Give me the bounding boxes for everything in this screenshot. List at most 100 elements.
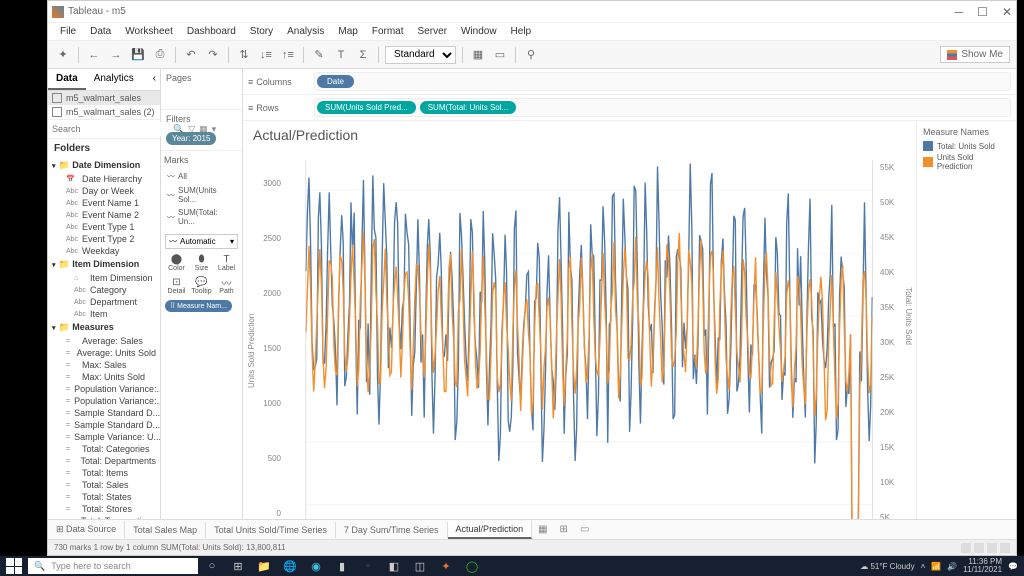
edge-icon[interactable]: ◉ — [308, 558, 324, 574]
tree-item[interactable]: AbcEvent Type 2 — [48, 233, 160, 245]
new-story-icon[interactable]: ▭ — [574, 521, 595, 538]
sort-asc-button[interactable]: ↓≡ — [257, 46, 275, 64]
tree-item[interactable]: =Sample Standard D... — [48, 419, 160, 431]
mark-layer[interactable]: 〰SUM(Units Sol... — [164, 184, 239, 206]
tree-item[interactable]: AbcEvent Type 1 — [48, 221, 160, 233]
menu-analysis[interactable]: Analysis — [281, 24, 330, 39]
new-worksheet-icon[interactable]: ▦ — [532, 521, 553, 538]
new-dashboard-icon[interactable]: ⊞ — [554, 521, 574, 538]
row-pill[interactable]: SUM(Total: Units Sol... — [420, 101, 516, 114]
row-pill[interactable]: SUM(Units Sold Pred... — [317, 101, 416, 114]
legend-item[interactable]: Total: Units Sold — [923, 141, 1010, 151]
chrome-icon[interactable]: 🌐 — [282, 558, 298, 574]
worksheet-title[interactable]: Actual/Prediction — [243, 121, 916, 149]
tree-item[interactable]: AbcDepartment — [48, 296, 160, 308]
cortana-icon[interactable]: ○ — [204, 558, 220, 574]
back-button[interactable]: ← — [85, 46, 103, 64]
mark-layer[interactable]: 〰All — [164, 169, 239, 184]
tree-item[interactable]: AbcWeekday — [48, 245, 160, 257]
new-datasource-button[interactable]: ⎙ — [151, 46, 169, 64]
filter-pill[interactable]: Year: 2015 — [166, 132, 216, 145]
search-input[interactable] — [50, 122, 171, 136]
datasource-item[interactable]: m5_walmart_sales (2) — [48, 105, 160, 119]
menu-help[interactable]: Help — [505, 24, 538, 39]
sheet-tab[interactable]: 7 Day Sum/Time Series — [336, 522, 448, 538]
redo-button[interactable]: ↷ — [204, 46, 222, 64]
sheet-tab[interactable]: Total Sales Map — [125, 522, 206, 538]
tree-group[interactable]: ▾ 📁 Date Dimension — [48, 158, 160, 173]
mark-type-select[interactable]: 〰Automatic▾ — [165, 234, 238, 249]
group-button[interactable]: T — [332, 46, 350, 64]
tableau-taskbar-icon[interactable]: ✦ — [438, 558, 454, 574]
tree-group[interactable]: ▾ 📁 Item Dimension — [48, 257, 160, 272]
save-button[interactable]: 💾 — [129, 46, 147, 64]
tab-datasource[interactable]: ⊞ Data Source — [48, 521, 125, 538]
cards-button[interactable]: ▦ — [469, 46, 487, 64]
menu-format[interactable]: Format — [366, 24, 410, 39]
taskview-icon[interactable]: ⊞ — [230, 558, 246, 574]
app1-icon[interactable]: ◧ — [386, 558, 402, 574]
menu-dashboard[interactable]: Dashboard — [181, 24, 242, 39]
close-button[interactable]: ✕ — [1002, 5, 1012, 19]
terminal-icon[interactable]: ▮ — [334, 558, 350, 574]
tree-item[interactable]: AbcCategory — [48, 284, 160, 296]
sort-desc-button[interactable]: ↑≡ — [279, 46, 297, 64]
menu-server[interactable]: Server — [412, 24, 453, 39]
menu-worksheet[interactable]: Worksheet — [119, 24, 179, 39]
pages-shelf[interactable]: Pages — [166, 73, 237, 83]
tree-item[interactable]: AbcItem — [48, 308, 160, 320]
mark-detail[interactable]: ⊡Detail — [165, 276, 188, 295]
tree-item[interactable]: =Population Variance:... — [48, 395, 160, 407]
tray-network-icon[interactable]: 📶 — [931, 562, 941, 571]
clock-date[interactable]: 11/11/2021 — [963, 566, 1002, 574]
tab-analytics[interactable]: Analytics — [86, 69, 142, 90]
tree-item[interactable]: AbcDay or Week — [48, 185, 160, 197]
forward-button[interactable]: → — [107, 46, 125, 64]
tree-item[interactable]: AbcEvent Name 2 — [48, 209, 160, 221]
swap-button[interactable]: ⇅ — [235, 46, 253, 64]
measure-names-pill[interactable]: ⠿Measure Nam... — [165, 300, 232, 312]
sheet-tab[interactable]: Total Units Sold/Time Series — [206, 522, 336, 538]
presentation-button[interactable]: ▭ — [491, 46, 509, 64]
excel-icon[interactable]: ▫ — [360, 558, 376, 574]
menu-map[interactable]: Map — [332, 24, 363, 39]
menu-file[interactable]: File — [54, 24, 82, 39]
menu-story[interactable]: Story — [244, 24, 279, 39]
tree-item[interactable]: =Population Variance:... — [48, 383, 160, 395]
tree-item[interactable]: 📅Date Hierarchy — [48, 173, 160, 185]
mark-layer[interactable]: 〰SUM(Total: Un... — [164, 206, 239, 228]
chart[interactable]: Units Sold Prediction 300025002000150010… — [243, 149, 916, 519]
tree-item[interactable]: =Total: Stores — [48, 503, 160, 515]
menu-window[interactable]: Window — [455, 24, 503, 39]
totals-button[interactable]: Σ — [354, 46, 372, 64]
tree-item[interactable]: =Total: Departments — [48, 455, 160, 467]
undo-button[interactable]: ↶ — [182, 46, 200, 64]
tray-chevron-icon[interactable]: ˄ — [921, 562, 926, 571]
fit-select[interactable]: Standard — [385, 46, 456, 64]
app2-icon[interactable]: ◫ — [412, 558, 428, 574]
tree-item[interactable]: AbcEvent Name 1 — [48, 197, 160, 209]
tree-item[interactable]: =Average: Sales — [48, 335, 160, 347]
menu-data[interactable]: Data — [84, 24, 117, 39]
minimize-button[interactable]: ─ — [955, 5, 964, 19]
notifications-icon[interactable]: 💬 — [1008, 562, 1018, 571]
showme-button[interactable]: Show Me — [940, 46, 1010, 63]
filters-shelf[interactable]: Filters — [166, 114, 237, 124]
tab-data[interactable]: Data — [48, 69, 86, 90]
anaconda-icon[interactable]: ◯ — [464, 558, 480, 574]
share-button[interactable]: ⚲ — [522, 46, 540, 64]
tableau-icon[interactable]: ✦ — [54, 46, 72, 64]
tree-item[interactable]: =Max: Units Sold — [48, 371, 160, 383]
rows-shelf[interactable]: SUM(Units Sold Pred... SUM(Total: Units S… — [314, 98, 1011, 117]
columns-shelf[interactable]: Date — [314, 72, 1011, 91]
mark-label[interactable]: TLabel — [215, 253, 238, 272]
tray-volume-icon[interactable]: 🔊 — [947, 562, 957, 571]
tree-item[interactable]: =Average: Units Sold — [48, 347, 160, 359]
taskbar-search[interactable]: 🔍 Type here to search — [28, 558, 198, 574]
tree-item[interactable]: =Sample Variance: U... — [48, 431, 160, 443]
start-button[interactable] — [6, 558, 22, 574]
mark-tooltip[interactable]: 💬Tooltip — [190, 276, 213, 295]
weather[interactable]: ☁ 51°F Cloudy — [860, 562, 914, 571]
maximize-button[interactable]: ☐ — [977, 5, 988, 19]
tree-item[interactable]: ⌂Item Dimension — [48, 272, 160, 284]
